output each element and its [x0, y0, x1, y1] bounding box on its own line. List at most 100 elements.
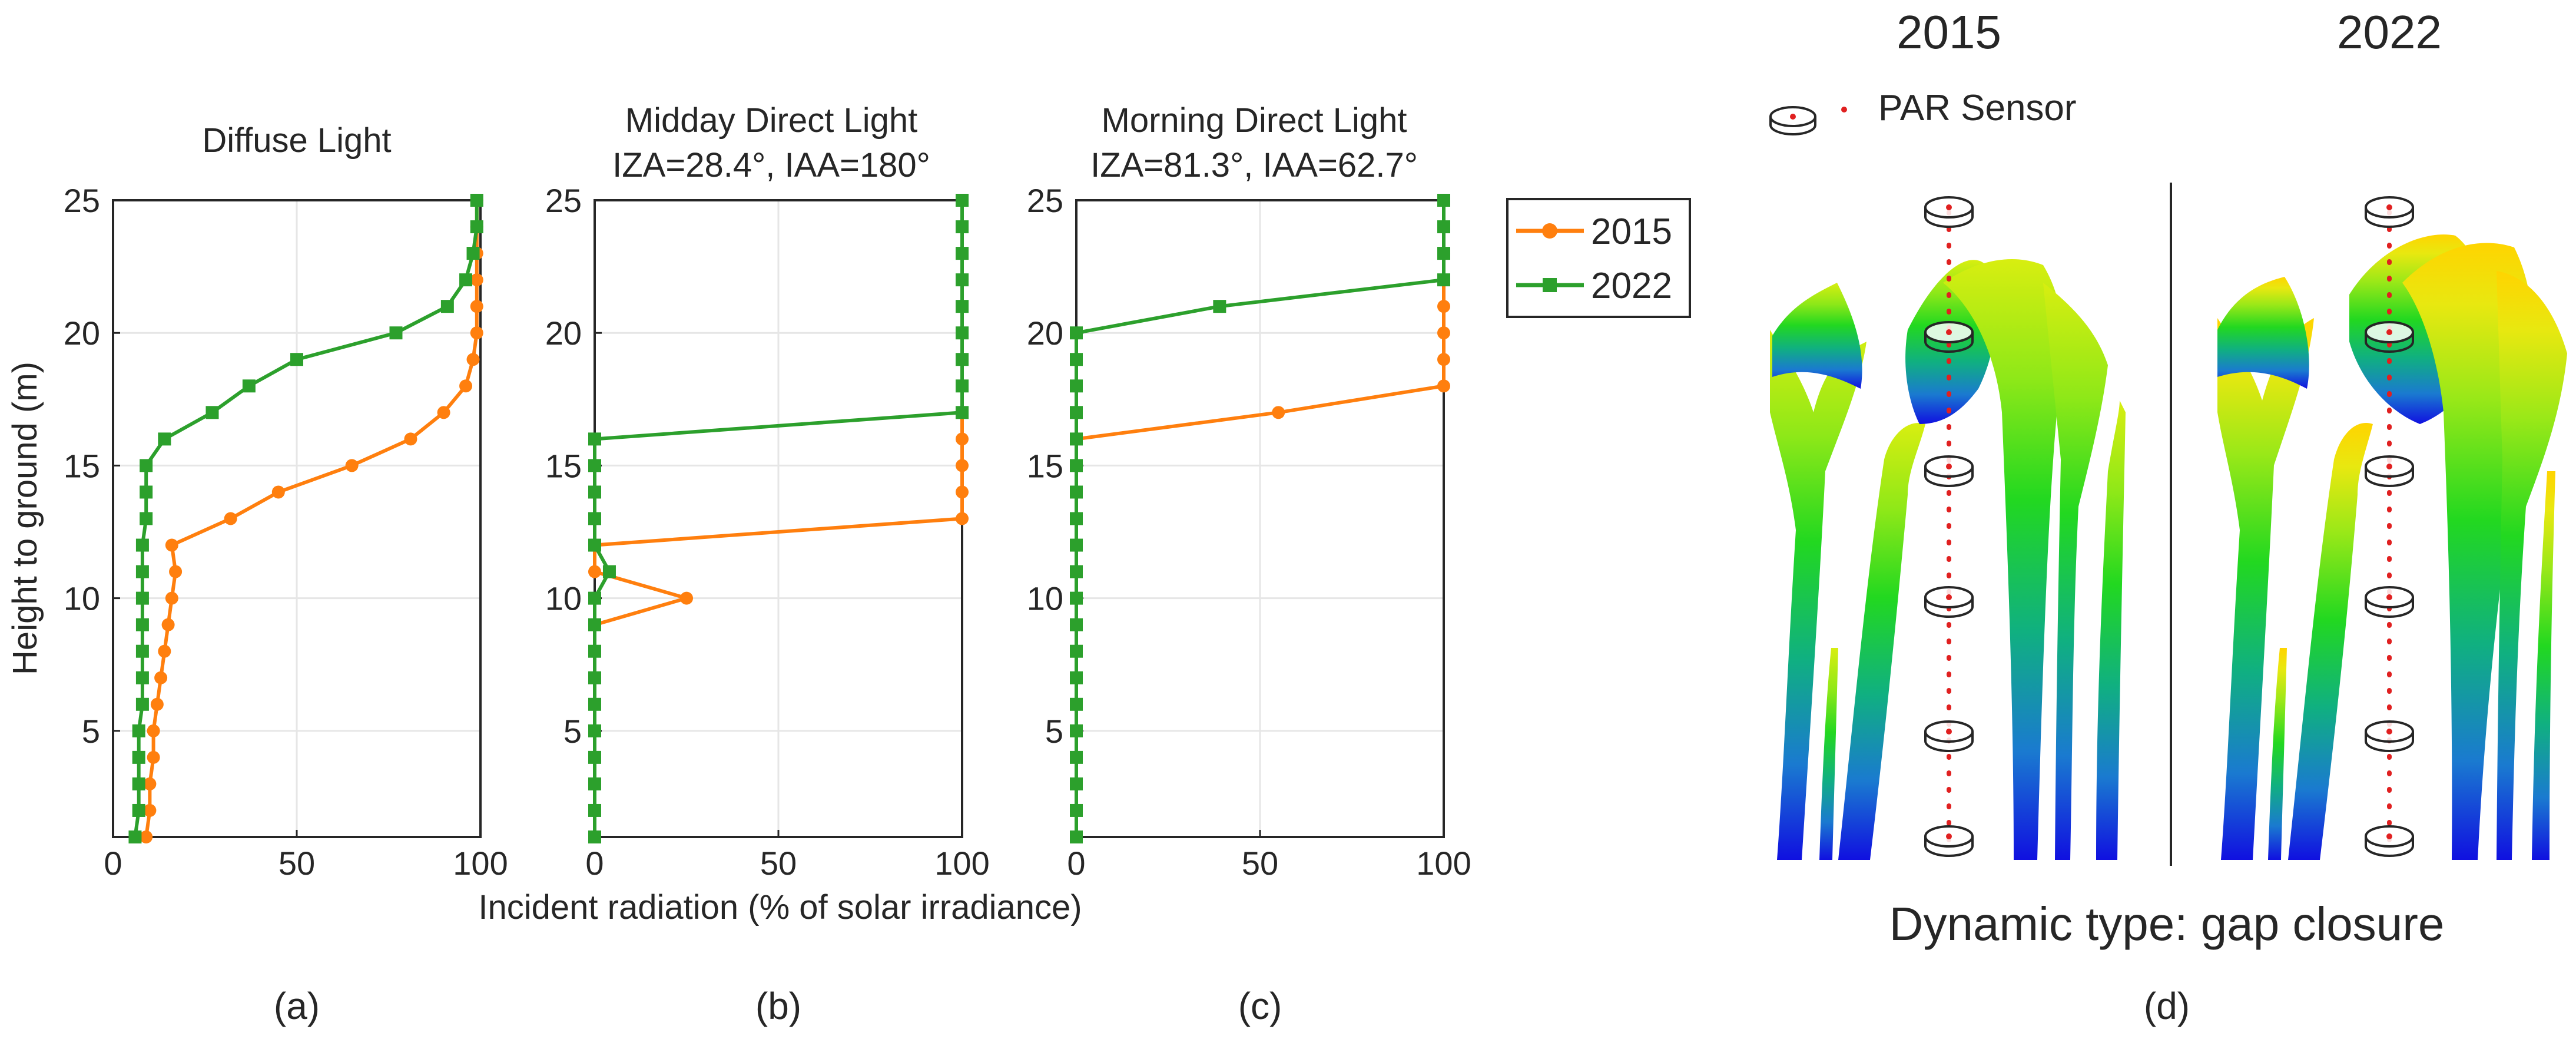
- par-sensor-icon: [2365, 196, 2414, 228]
- data-point-2022: [470, 194, 483, 207]
- data-point-2015: [165, 591, 178, 605]
- panel-d: 2015 2022 PAR Sensor: [1769, 6, 2567, 1027]
- data-point-2022: [1070, 777, 1083, 790]
- legend-marker-2022: [1543, 278, 1557, 292]
- point-cloud-2022: [2217, 234, 2567, 860]
- data-point-2015: [150, 697, 164, 711]
- data-point-2022: [290, 353, 303, 366]
- data-point-2022: [1070, 485, 1083, 499]
- data-point-2015: [345, 459, 359, 472]
- legend: 2015 2022: [1506, 198, 1691, 318]
- chart-subtitle: IZA=81.3°, IAA=62.7°: [1090, 146, 1418, 184]
- data-point-2015: [165, 538, 178, 552]
- data-point-2022: [1070, 459, 1083, 472]
- data-point-2022: [1070, 326, 1083, 340]
- data-point-2022: [1070, 697, 1083, 711]
- chart-panel-a: Diffuse Light 0 50 100 5 10 15 20 25: [64, 121, 508, 882]
- data-point-2022: [135, 618, 149, 631]
- y-tick-label: 5: [1045, 713, 1063, 750]
- panel-label-b: (b): [755, 985, 801, 1027]
- data-point-2022: [956, 326, 969, 340]
- data-point-2022: [1070, 671, 1083, 684]
- data-point-2015: [161, 618, 175, 631]
- legend-marker-2015: [1542, 223, 1557, 239]
- data-point-2015: [154, 671, 168, 684]
- data-point-2022: [1437, 220, 1450, 234]
- data-point-2015: [158, 644, 171, 658]
- data-point-2015: [140, 830, 153, 843]
- data-point-2022: [588, 697, 601, 711]
- data-point-2022: [1070, 565, 1083, 578]
- data-point-2015: [1437, 326, 1450, 340]
- par-sensor-icon: [1924, 720, 1974, 752]
- data-point-2022: [588, 671, 601, 684]
- data-point-2022: [1070, 406, 1083, 419]
- chart-title: Midday Direct Light: [625, 101, 917, 140]
- year-label-2015: 2015: [1897, 6, 2001, 58]
- data-point-2015: [470, 273, 483, 287]
- sensor-stack-2022: [2365, 196, 2414, 857]
- data-point-2022: [1070, 591, 1083, 605]
- grid: [594, 199, 963, 837]
- par-sensor-icon: [2365, 455, 2414, 487]
- x-tick-label: 0: [104, 845, 122, 882]
- x-tick-label: 100: [1416, 845, 1471, 882]
- data-point-2015: [437, 406, 450, 419]
- x-tick-label: 0: [1067, 845, 1085, 882]
- data-point-2015: [147, 750, 160, 764]
- data-point-2022: [1437, 273, 1450, 287]
- par-sensor-icon: [2365, 586, 2414, 618]
- legend-box: [1506, 198, 1691, 318]
- y-tick-label: 5: [82, 713, 100, 750]
- data-point-2015: [143, 803, 157, 817]
- par-sensor-icon: [1924, 825, 1974, 857]
- panel-label-c: (c): [1238, 985, 1282, 1027]
- data-point-2015: [1437, 353, 1450, 366]
- data-point-2022: [135, 644, 149, 658]
- data-point-2022: [205, 406, 219, 419]
- data-point-2022: [466, 247, 480, 260]
- data-point-2015: [404, 432, 417, 446]
- data-point-2015: [680, 591, 693, 605]
- series: [1070, 194, 1450, 843]
- ticks: 0 50 100 5 10 15 20 25: [64, 182, 508, 882]
- data-point-2022: [132, 777, 145, 790]
- par-sensor-icon: [2365, 720, 2414, 752]
- data-point-2022: [128, 830, 142, 843]
- data-point-2022: [135, 671, 149, 684]
- data-point-2022: [389, 326, 403, 340]
- grid: [112, 199, 482, 837]
- data-point-2022: [470, 220, 483, 234]
- data-point-2022: [956, 300, 969, 313]
- y-tick-label: 10: [545, 580, 582, 617]
- y-tick-label: 10: [64, 580, 100, 617]
- x-axis-label: Incident radiation (% of solar irradianc…: [478, 888, 1082, 927]
- sensor-legend-label: PAR Sensor: [1878, 88, 2077, 128]
- data-point-2022: [140, 485, 153, 499]
- data-point-2015: [956, 512, 969, 525]
- sensor-legend: PAR Sensor: [1769, 88, 2077, 135]
- data-point-2022: [132, 724, 145, 737]
- data-point-2022: [588, 644, 601, 658]
- data-point-2015: [470, 326, 483, 340]
- par-sensor-icon: [1924, 455, 1974, 487]
- chart-panel-b: Midday Direct Light IZA=28.4°, IAA=180° …: [545, 101, 990, 882]
- data-point-2015: [956, 485, 969, 499]
- par-sensor-icon: [2365, 321, 2414, 353]
- data-point-2022: [956, 353, 969, 366]
- data-point-2015: [143, 777, 157, 790]
- data-point-2022: [135, 697, 149, 711]
- data-point-2022: [588, 432, 601, 446]
- x-tick-label: 100: [453, 845, 508, 882]
- panel-label-a: (a): [274, 985, 320, 1027]
- data-point-2022: [1070, 379, 1083, 393]
- data-point-2022: [132, 803, 145, 817]
- data-point-2015: [956, 459, 969, 472]
- data-point-2022: [1437, 247, 1450, 260]
- series-line-2015: [144, 200, 479, 838]
- data-point-2015: [224, 512, 237, 525]
- data-point-2022: [588, 485, 601, 499]
- data-point-2015: [147, 724, 160, 737]
- y-axis-label: Height to ground (m): [6, 362, 44, 675]
- data-point-2022: [956, 194, 969, 207]
